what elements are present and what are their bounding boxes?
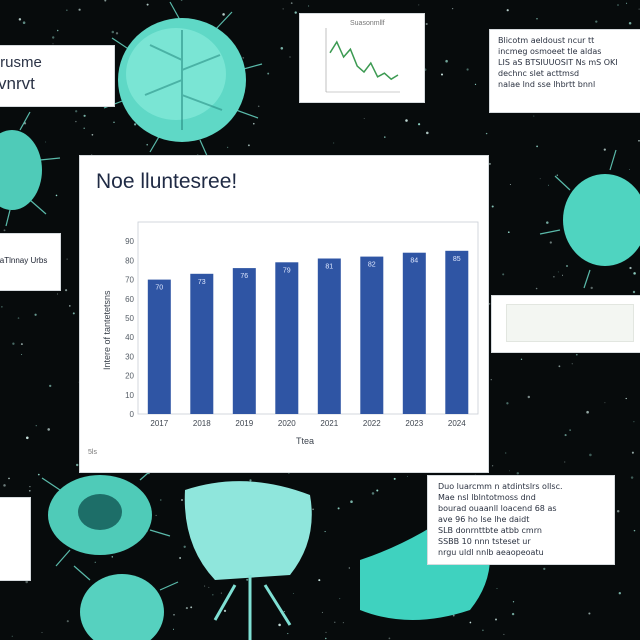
plot-frame bbox=[137, 221, 479, 415]
inset-series-line bbox=[329, 40, 399, 81]
card-top-left-line2: vnrvt bbox=[0, 74, 35, 93]
bar-2017 bbox=[147, 279, 171, 414]
y-tick-label: 80 bbox=[125, 256, 134, 265]
y-tick-label: 0 bbox=[130, 410, 135, 419]
main-chart-panel: Noe lluntesree! Intere of tantetetsns Tt… bbox=[80, 156, 488, 472]
microbe-top bbox=[103, 1, 263, 159]
y-tick-label: 60 bbox=[125, 295, 134, 304]
card-bottom-right-text: Duo luarcmm n atdintslrs ollsc. Mae nsl … bbox=[438, 482, 563, 557]
y-tick-label: 40 bbox=[125, 333, 134, 342]
bars: 70 73 76 79 81 82 84 85 bbox=[147, 250, 469, 414]
data-label-2019: 76 bbox=[240, 273, 248, 280]
y-axis-label: Intere of tantetetsns bbox=[102, 290, 112, 370]
bar-chart: Intere of tantetetsns Ttea 5ls 0 10 20 30 40… bbox=[88, 221, 479, 456]
inset-chart-title: Suasonmllf bbox=[350, 20, 385, 27]
chart-title: Noe lluntesree! bbox=[96, 170, 238, 193]
y-tick-label: 20 bbox=[125, 372, 134, 381]
y-tick-label: 10 bbox=[125, 391, 134, 400]
inset-line-chart: Suasonmllf bbox=[325, 20, 400, 93]
x-tick-2024: 2024 bbox=[448, 419, 466, 428]
data-label-2023: 84 bbox=[410, 258, 418, 265]
bar-2018 bbox=[190, 273, 214, 414]
x-tick-2023: 2023 bbox=[405, 419, 423, 428]
bar-2024 bbox=[445, 250, 469, 414]
x-tick-2021: 2021 bbox=[320, 419, 338, 428]
card-mid-left: laTlnnay Urbs bbox=[0, 234, 60, 290]
x-tick-2020: 2020 bbox=[278, 419, 296, 428]
y-tick-label: 90 bbox=[125, 237, 134, 246]
card-top-left: Irusme vnrvt bbox=[0, 46, 114, 106]
card-bottom-right: Duo luarcmm n atdintslrs ollsc. Mae nsl … bbox=[428, 476, 614, 564]
data-label-2017: 70 bbox=[155, 285, 163, 292]
y-tick-label: 30 bbox=[125, 352, 134, 361]
x-tick-2022: 2022 bbox=[363, 419, 381, 428]
microbe-bottom-left bbox=[41, 465, 179, 640]
data-label-2022: 82 bbox=[368, 262, 376, 269]
y-tick-label: 70 bbox=[125, 276, 134, 285]
bar-2019 bbox=[232, 268, 256, 414]
microbe-bottom-center bbox=[184, 481, 312, 640]
inset-line-chart-card: Suasonmllf bbox=[300, 14, 424, 102]
card-top-right: Blicotm aeldoust ncur tt incmeg osmoeet … bbox=[490, 30, 640, 112]
bar-2020 bbox=[275, 262, 299, 414]
y-tick-label: 50 bbox=[125, 314, 134, 323]
chart-footnote: 5ls bbox=[88, 449, 97, 456]
card-mid-right bbox=[492, 296, 640, 352]
y-ticks: 0 10 20 30 40 50 60 70 80 90 bbox=[125, 237, 134, 419]
card-mid-left-text: laTlnnay Urbs bbox=[0, 256, 48, 265]
microbe-right bbox=[539, 149, 640, 289]
x-ticks: 2017 2018 2019 2020 2021 2022 2023 2024 bbox=[150, 419, 466, 428]
data-label-2020: 79 bbox=[283, 267, 291, 274]
x-tick-2018: 2018 bbox=[193, 419, 211, 428]
card-top-left-line1: Irusme bbox=[0, 54, 42, 71]
bar-2022 bbox=[360, 256, 384, 414]
bar-2023 bbox=[402, 252, 426, 414]
x-tick-2019: 2019 bbox=[235, 419, 253, 428]
card-mid-right-inner bbox=[506, 304, 634, 342]
x-axis-label: Ttea bbox=[296, 436, 314, 446]
bar-2021 bbox=[317, 258, 341, 414]
data-label-2024: 85 bbox=[453, 256, 461, 263]
microbe-left bbox=[0, 111, 61, 227]
card-top-right-text: Blicotm aeldoust ncur tt incmeg osmoeet … bbox=[498, 36, 618, 89]
x-tick-2017: 2017 bbox=[150, 419, 168, 428]
card-bottom-left bbox=[0, 498, 30, 580]
data-label-2018: 73 bbox=[198, 279, 206, 286]
data-label-2021: 81 bbox=[325, 264, 333, 271]
